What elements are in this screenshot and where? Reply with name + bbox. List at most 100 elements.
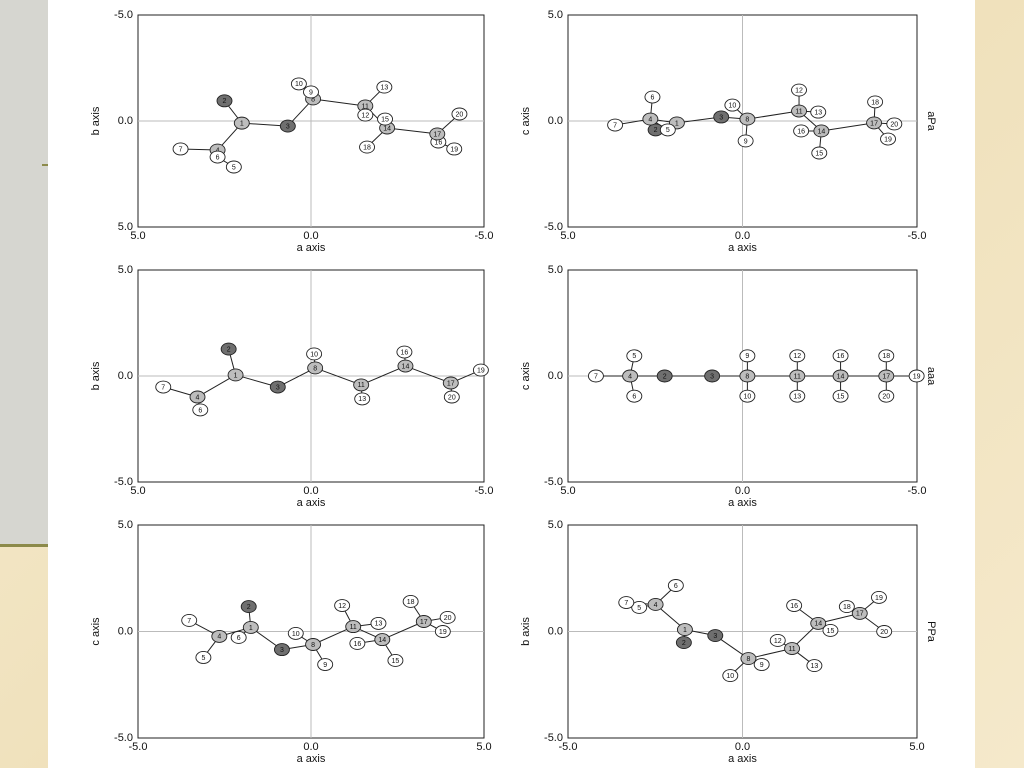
atom-label: 6 [198, 407, 202, 414]
atom-label: 7 [161, 384, 165, 391]
x-tick-label: 0.0 [303, 230, 318, 242]
atom-label: 5 [201, 655, 205, 662]
atom-label: 18 [843, 604, 851, 611]
x-tick-label: -5.0 [908, 485, 927, 497]
atom-label: 3 [710, 373, 714, 380]
atom-label: 11 [795, 108, 802, 115]
atom-label: 13 [358, 396, 366, 403]
atom-label: 15 [381, 116, 389, 123]
atom [811, 146, 828, 160]
atom-label: 9 [745, 353, 749, 360]
atom [240, 600, 257, 614]
atom-label: 16 [837, 353, 845, 360]
atom [387, 654, 404, 667]
atom-label: 11 [794, 373, 801, 380]
y-axis-label: b axis [90, 361, 102, 390]
atom [813, 124, 830, 138]
atom [791, 83, 807, 97]
atom-label: 11 [350, 624, 357, 631]
atom [810, 105, 827, 119]
atom-label: 6 [651, 94, 655, 101]
x-tick-label: -5.0 [908, 230, 927, 242]
atom-label: 12 [795, 87, 803, 94]
atom [622, 369, 639, 383]
atom [397, 359, 414, 373]
atom [317, 658, 334, 671]
atom-label: 2 [227, 346, 231, 353]
x-tick-label: 0.0 [735, 230, 750, 242]
bond [313, 98, 366, 107]
atom-label: 20 [444, 615, 452, 622]
atom [396, 345, 413, 359]
atom-label: 16 [434, 139, 442, 146]
atom [789, 389, 806, 403]
atom [242, 621, 259, 634]
y-tick-label: 0.0 [118, 115, 133, 127]
y-axis-label: c axis [90, 617, 102, 646]
atom [737, 134, 754, 148]
atom-label: 20 [882, 393, 890, 400]
atom [659, 123, 676, 137]
atom-label: 8 [745, 116, 749, 123]
atom-label: 15 [392, 658, 400, 665]
atom-label: 10 [310, 351, 318, 358]
atom [472, 363, 489, 377]
atom-label: 10 [726, 673, 734, 680]
y-tick-label: -5.0 [114, 732, 133, 744]
atom-label: 2 [663, 373, 667, 380]
atom-label: 17 [447, 380, 455, 387]
atom-label: 1 [249, 625, 253, 632]
atom-label: 16 [790, 603, 798, 610]
y-tick-label: -5.0 [544, 221, 563, 233]
atom [832, 369, 849, 383]
atom-label: 17 [882, 373, 890, 380]
atom [832, 389, 849, 403]
atom [806, 659, 823, 673]
atom-label: 8 [311, 642, 315, 649]
atom [739, 349, 756, 363]
atom [626, 349, 643, 363]
atom [793, 124, 810, 138]
side-label: aPa [925, 111, 937, 131]
x-tick-label: -5.0 [475, 230, 494, 242]
atom-label: 7 [179, 146, 183, 153]
atom [181, 613, 198, 627]
atom-label: 20 [880, 629, 888, 636]
atom [740, 652, 757, 666]
atom [374, 633, 391, 647]
atom-label: 19 [439, 629, 447, 636]
atom-label: 4 [628, 373, 632, 380]
atom [305, 638, 322, 651]
atom [739, 389, 756, 403]
atom [791, 104, 807, 118]
bond [405, 365, 451, 384]
atom [878, 349, 895, 363]
side-label: PPa [925, 621, 937, 643]
atom [155, 380, 172, 394]
atom [878, 389, 895, 403]
atom-label: 17 [870, 120, 878, 127]
atom-label: 16 [401, 349, 409, 356]
atom-label: 1 [675, 120, 679, 127]
y-tick-label: 0.0 [548, 115, 563, 127]
atom-label: 8 [311, 96, 315, 103]
atom-label: 19 [913, 373, 921, 380]
atom-label: 8 [746, 656, 750, 663]
atom-label: 12 [361, 112, 369, 119]
x-tick-label: -5.0 [129, 741, 148, 753]
atom-label: 12 [774, 638, 782, 645]
atom [402, 595, 419, 608]
x-tick-label: 5.0 [130, 485, 145, 497]
atom-label: 1 [234, 372, 238, 379]
atom [434, 625, 451, 638]
bond [821, 122, 875, 132]
atom-label: 7 [594, 373, 598, 380]
atom-label: 19 [477, 367, 485, 374]
bond [314, 367, 362, 386]
atom-label: 3 [276, 384, 280, 391]
atom [871, 590, 887, 604]
atom [439, 610, 456, 624]
atom-label: 15 [815, 150, 823, 157]
y-tick-label: 5.0 [118, 519, 133, 531]
